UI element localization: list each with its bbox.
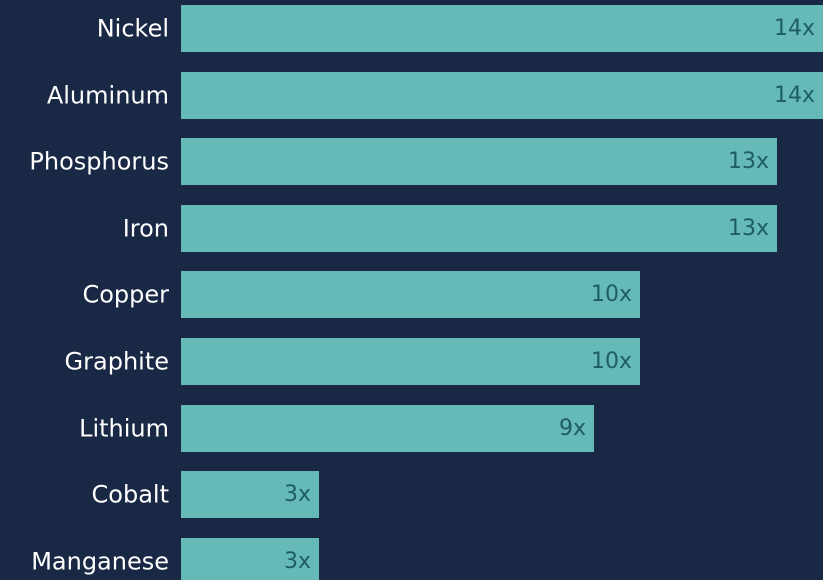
value-label-aluminum: 14x — [774, 83, 815, 108]
category-label-nickel: Nickel — [97, 15, 169, 43]
value-label-graphite: 10x — [591, 349, 632, 374]
category-label-phosphorus: Phosphorus — [29, 148, 169, 176]
bar-copper — [181, 271, 640, 318]
value-label-iron: 13x — [728, 216, 769, 241]
category-label-graphite: Graphite — [65, 348, 169, 376]
category-label-cobalt: Cobalt — [92, 481, 169, 509]
value-label-lithium: 9x — [559, 416, 586, 441]
value-label-manganese: 3x — [284, 549, 311, 574]
bar-iron — [181, 205, 777, 252]
value-label-nickel: 14x — [774, 16, 815, 41]
category-label-iron: Iron — [123, 215, 169, 243]
bar-phosphorus — [181, 138, 777, 185]
value-label-copper: 10x — [591, 282, 632, 307]
category-label-copper: Copper — [82, 281, 169, 309]
value-label-phosphorus: 13x — [728, 149, 769, 174]
bar-cobalt — [181, 471, 319, 518]
bar-nickel — [181, 5, 823, 52]
bar-aluminum — [181, 72, 823, 119]
category-label-manganese: Manganese — [31, 548, 169, 576]
category-label-lithium: Lithium — [79, 415, 169, 443]
bar-manganese — [181, 538, 319, 580]
bar-graphite — [181, 338, 640, 385]
value-label-cobalt: 3x — [284, 482, 311, 507]
bars-layer: Nickel 14x Aluminum 14x Phosphorus 13x Iron 13x… — [29, 5, 823, 580]
bar-lithium — [181, 405, 594, 452]
category-label-aluminum: Aluminum — [47, 82, 169, 110]
